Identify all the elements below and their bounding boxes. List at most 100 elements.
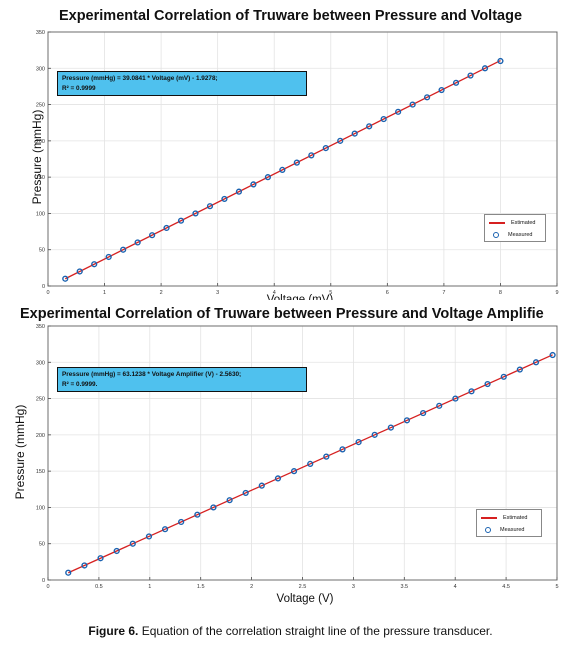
measured-point <box>62 275 69 282</box>
chart-panel-2: Experimental Correlation of Truware betw… <box>0 300 581 615</box>
measured-point <box>467 72 474 79</box>
legend-item-measured: Measured <box>489 231 532 239</box>
line-swatch <box>489 222 505 224</box>
measured-point <box>97 555 104 562</box>
x-tick-label: 1 <box>103 290 106 296</box>
plot-border <box>47 325 558 581</box>
measured-point <box>161 526 169 533</box>
measured-point <box>337 137 344 144</box>
equation-box: Pressure (mmHg) = 39.0841 * Voltage (mV)… <box>57 71 307 96</box>
r-squared-line: R² = 0.9999 <box>62 85 96 92</box>
measured-point <box>481 65 489 72</box>
y-tick-label: 300 <box>36 66 45 72</box>
y-tick-label: 150 <box>36 175 45 181</box>
measured-point <box>250 181 257 188</box>
x-tick-label: 6 <box>386 290 389 296</box>
y-tick-label: 250 <box>36 103 45 109</box>
measured-point <box>177 217 185 224</box>
measured-point <box>423 94 431 101</box>
x-tick-label: 5 <box>555 584 558 590</box>
caption-text: Equation of the correlation straight lin… <box>138 624 493 638</box>
estimated-line <box>67 354 553 574</box>
x-axis-label: Voltage (V) <box>276 593 334 605</box>
measured-point <box>274 475 282 482</box>
measured-point <box>322 145 329 152</box>
legend-item-estimated: Estimated <box>481 514 527 522</box>
measured-point <box>210 504 217 511</box>
x-tick-label: 4 <box>273 290 276 296</box>
measured-point <box>371 431 378 438</box>
measured-point <box>380 115 387 123</box>
circle-marker-icon <box>485 527 491 533</box>
x-tick-label: 4 <box>454 584 457 590</box>
measured-point <box>403 417 411 424</box>
chart-svg: 0 1 2 3 4 5 6 7 8 9 0 50 100 150 200 250 300 350 <box>36 30 559 296</box>
measured-point <box>178 518 185 526</box>
measured-point <box>366 123 373 130</box>
measured-point <box>264 174 271 181</box>
legend-label: Estimated <box>511 220 536 226</box>
x-tick-label: 0 <box>46 584 49 590</box>
r-squared-line: R² = 0.9999. <box>62 381 98 388</box>
measured-point <box>395 108 402 115</box>
measured-point <box>436 402 443 409</box>
measured-point <box>279 166 286 173</box>
legend-label: Estimated <box>503 515 528 521</box>
plot-border <box>47 31 558 287</box>
legend: Estimated Measured <box>484 214 546 242</box>
x-tick-label: 4.5 <box>502 584 510 590</box>
figure-label: Figure 6. <box>88 624 139 638</box>
measured-point <box>452 395 459 402</box>
measured-point <box>65 569 72 576</box>
measured-point <box>163 224 170 232</box>
measured-point <box>113 547 120 555</box>
measured-point <box>484 380 491 388</box>
measured-point <box>420 409 427 417</box>
measured-point <box>290 468 298 475</box>
y-tick-label: 100 <box>36 211 45 217</box>
y-tick-label: 0 <box>42 284 45 290</box>
measured-point <box>308 152 315 159</box>
measured-point <box>76 268 83 275</box>
measured-point <box>438 86 445 94</box>
measured-point <box>258 482 265 489</box>
measured-point <box>81 562 88 569</box>
x-tick-label: 0 <box>46 290 49 296</box>
x-tick-label: 0.5 <box>95 584 103 590</box>
y-tick-label: 150 <box>36 469 45 475</box>
equation-box: Pressure (mmHg) = 63.1238 * Voltage Ampl… <box>57 367 307 392</box>
measured-point <box>452 79 460 86</box>
y-tick-label: 0 <box>42 578 45 584</box>
x-tick-label: 3 <box>352 584 355 590</box>
measured-point <box>206 203 214 210</box>
x-tick-label: 8 <box>499 290 502 296</box>
x-axis-label: Voltage (mV) <box>266 294 334 300</box>
y-tick-label: 350 <box>36 30 45 36</box>
y-tick-label: 350 <box>36 324 45 330</box>
chart-svg: 0 0.5 1 1.5 2 2.5 3 3.5 4 4.5 50501001502002503003… <box>36 324 559 590</box>
x-tick-label: 1 <box>148 584 151 590</box>
chart-title: Experimental Correlation of Truware betw… <box>58 8 523 24</box>
measured-point <box>192 210 199 217</box>
measured-point <box>105 253 112 261</box>
measured-point <box>242 489 249 497</box>
measured-point <box>500 373 507 380</box>
measured-point <box>387 424 394 431</box>
measured-point <box>532 359 540 366</box>
x-tick-label: 9 <box>555 290 558 296</box>
measured-point <box>339 446 346 453</box>
measured-point <box>226 497 233 504</box>
x-tick-label: 7 <box>442 290 445 296</box>
y-tick-label: 200 <box>36 433 45 439</box>
legend-item-measured: Measured <box>481 526 524 534</box>
measured-point <box>120 246 127 253</box>
line-swatch <box>481 517 497 519</box>
equation-line: Pressure (mmHg) = 63.1238 * Voltage Ampl… <box>62 371 242 378</box>
measured-point <box>351 130 358 137</box>
measured-point <box>497 57 504 65</box>
measured-point <box>129 540 136 547</box>
measured-point <box>293 159 300 166</box>
measured-point <box>323 453 330 460</box>
measured-point <box>149 232 156 239</box>
measured-point <box>91 261 98 268</box>
